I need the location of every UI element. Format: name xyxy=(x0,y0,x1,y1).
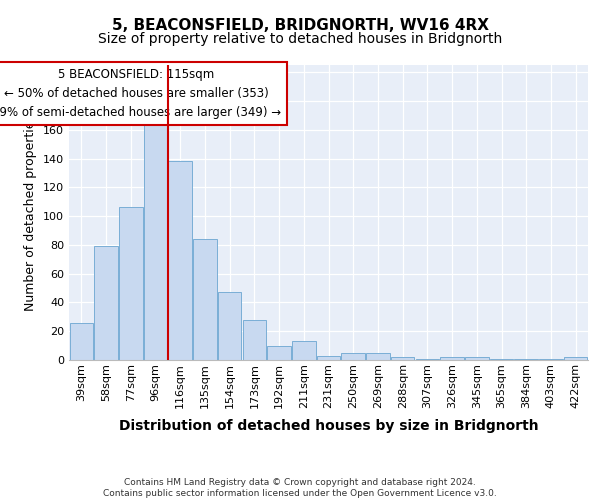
Bar xyxy=(391,357,415,360)
Bar xyxy=(564,357,587,360)
Bar xyxy=(366,353,389,360)
Bar xyxy=(218,292,241,360)
Bar xyxy=(268,346,291,360)
Bar xyxy=(242,320,266,360)
Bar xyxy=(416,358,439,360)
Y-axis label: Number of detached properties: Number of detached properties xyxy=(25,114,37,311)
Bar xyxy=(169,162,192,360)
Bar xyxy=(119,208,143,360)
Bar xyxy=(539,358,563,360)
Bar xyxy=(94,246,118,360)
Bar xyxy=(317,356,340,360)
Bar xyxy=(440,357,464,360)
Bar xyxy=(514,358,538,360)
Bar xyxy=(193,239,217,360)
Text: 5, BEACONSFIELD, BRIDGNORTH, WV16 4RX: 5, BEACONSFIELD, BRIDGNORTH, WV16 4RX xyxy=(112,18,488,32)
Bar xyxy=(465,357,488,360)
Bar xyxy=(144,120,167,360)
Bar xyxy=(70,322,93,360)
Text: Size of property relative to detached houses in Bridgnorth: Size of property relative to detached ho… xyxy=(98,32,502,46)
Text: Contains HM Land Registry data © Crown copyright and database right 2024.
Contai: Contains HM Land Registry data © Crown c… xyxy=(103,478,497,498)
Bar xyxy=(490,358,513,360)
Text: 5 BEACONSFIELD: 115sqm
← 50% of detached houses are smaller (353)
49% of semi-de: 5 BEACONSFIELD: 115sqm ← 50% of detached… xyxy=(0,68,281,119)
X-axis label: Distribution of detached houses by size in Bridgnorth: Distribution of detached houses by size … xyxy=(119,419,538,433)
Bar xyxy=(292,342,316,360)
Bar xyxy=(341,353,365,360)
